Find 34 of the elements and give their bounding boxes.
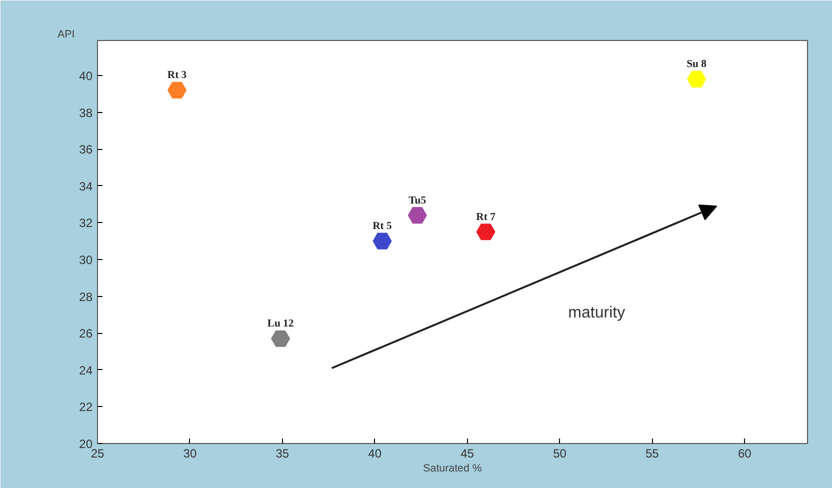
annotation: maturity: [568, 304, 626, 322]
x-tick-label: 45: [460, 446, 474, 460]
x-tick-label: 35: [276, 446, 290, 460]
point: [408, 207, 427, 224]
point: [271, 330, 290, 347]
point: [687, 70, 706, 88]
x-tick-label: 55: [646, 446, 660, 460]
y-tick-label: 40: [79, 68, 93, 83]
data-label: Tu5: [408, 195, 426, 206]
y-tick-label: 24: [79, 363, 93, 378]
y-tick-label: 34: [79, 179, 93, 194]
data-label: Lu 12: [267, 318, 294, 330]
x-tick-label: 30: [183, 446, 197, 460]
point: [168, 82, 187, 98]
y-tick-label: 36: [79, 142, 93, 157]
data-label: Rt 7: [476, 212, 496, 223]
data-label: Su 8: [686, 59, 706, 70]
x-tick-label: 50: [553, 446, 567, 460]
y-tick-label: 26: [79, 326, 93, 341]
y-tick-label: 28: [79, 290, 93, 304]
x-axis-title: Saturated %: [423, 462, 482, 474]
x-tick-label: 25: [90, 446, 104, 460]
y-tick-label: 30: [79, 252, 93, 267]
point: [476, 224, 496, 240]
data-label: Rt 5: [372, 221, 392, 232]
point: [372, 232, 392, 250]
x-tick-label: 40: [368, 446, 382, 460]
y-tick-label: 20: [79, 437, 93, 451]
y-axis-title: API: [58, 28, 75, 40]
data-label: Rt 3: [167, 70, 187, 82]
y-tick-label: 22: [79, 400, 93, 414]
y-tick-label: 32: [79, 216, 93, 230]
x-tick-label: 60: [738, 446, 752, 460]
y-tick-label: 38: [79, 106, 93, 120]
